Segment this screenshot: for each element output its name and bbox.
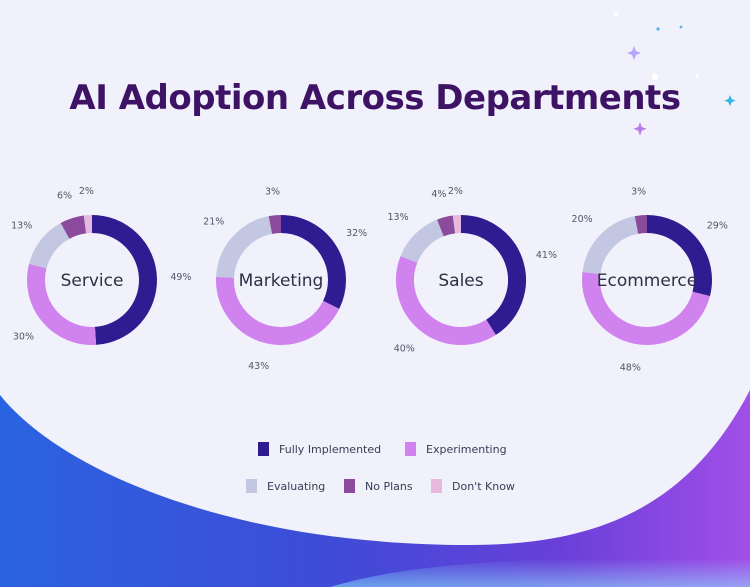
legend-swatch bbox=[431, 479, 442, 493]
legend-item: Experimenting bbox=[405, 440, 507, 458]
legend-label: No Plans bbox=[365, 479, 413, 493]
legend-item: Don't Know bbox=[431, 477, 515, 495]
sparkle-icons bbox=[614, 12, 736, 136]
legend-item: No Plans bbox=[344, 477, 413, 495]
chart-title: AI Adoption Across Departments bbox=[69, 78, 681, 118]
donut-service: 49% 30% 13% 6% 2% Service bbox=[11, 186, 192, 345]
donut-center-label: Ecommerce bbox=[597, 271, 698, 291]
donut-center-label: Marketing bbox=[239, 271, 324, 291]
donut-value-label: 3% bbox=[265, 186, 280, 197]
donut-value-label: 13% bbox=[11, 220, 32, 231]
donut-slice-fully-implemented bbox=[460, 215, 526, 335]
legend-label: Experimenting bbox=[426, 442, 507, 456]
legend-item: Fully Implemented bbox=[258, 440, 381, 458]
donut-value-label: 2% bbox=[448, 186, 463, 197]
donut-value-label: 32% bbox=[346, 228, 367, 239]
donut-slice-no-plans bbox=[60, 215, 87, 239]
legend-label: Fully Implemented bbox=[279, 442, 382, 456]
donut-slice-experimenting bbox=[27, 263, 97, 345]
legend-swatch bbox=[258, 442, 269, 456]
legend-swatch bbox=[405, 442, 416, 456]
bottom-wave bbox=[0, 390, 750, 587]
legend-item: Evaluating bbox=[246, 477, 325, 495]
donut-value-label: 43% bbox=[248, 361, 269, 372]
donut-slice-fully-implemented bbox=[280, 215, 346, 309]
donut-slice-experimenting bbox=[582, 271, 710, 345]
donut-value-label: 13% bbox=[388, 212, 409, 223]
donut-slice-fully-implemented bbox=[646, 215, 712, 297]
donut-center-label: Service bbox=[61, 271, 124, 291]
donut-slice-experimenting bbox=[396, 256, 496, 345]
legend-label: Evaluating bbox=[267, 479, 326, 493]
donut-value-label: 2% bbox=[79, 186, 94, 197]
donut-value-label: 49% bbox=[170, 272, 191, 283]
donut-marketing: 32% 43% 21% 3% Marketing bbox=[203, 186, 367, 372]
donut-value-label: 30% bbox=[13, 332, 34, 343]
donut-slice-evaluating bbox=[216, 216, 273, 279]
donut-slice-fully-implemented bbox=[91, 215, 157, 345]
donut-slice-evaluating bbox=[582, 216, 639, 275]
donut-value-label: 41% bbox=[536, 250, 557, 261]
donut-value-label: 21% bbox=[203, 217, 224, 228]
donut-slice-no-plans bbox=[268, 215, 282, 234]
donut-slice-evaluating bbox=[29, 223, 70, 269]
donut-value-label: 6% bbox=[57, 190, 72, 201]
donut-value-label: 20% bbox=[572, 214, 593, 225]
donut-ecommerce: 29% 48% 20% 3% Ecommerce bbox=[572, 186, 728, 373]
donut-center-label: Sales bbox=[438, 271, 483, 291]
donut-value-label: 3% bbox=[631, 186, 646, 197]
donut-value-label: 48% bbox=[620, 362, 641, 373]
legend-label: Don't Know bbox=[452, 479, 515, 493]
donut-slice-evaluating bbox=[400, 219, 445, 264]
donut-slice-experimenting bbox=[216, 276, 340, 345]
donut-value-label: 4% bbox=[431, 189, 446, 200]
donut-value-label: 40% bbox=[394, 344, 415, 355]
donut-slice-no-plans bbox=[634, 215, 648, 234]
legend-swatch bbox=[246, 479, 257, 493]
donut-slice-no-plans bbox=[437, 215, 456, 237]
donut-value-label: 29% bbox=[707, 220, 728, 231]
bottom-wave-glow bbox=[330, 558, 750, 587]
donut-sales: 41% 40% 13% 4% 2% Sales bbox=[388, 186, 558, 354]
legend-swatch bbox=[344, 479, 355, 493]
